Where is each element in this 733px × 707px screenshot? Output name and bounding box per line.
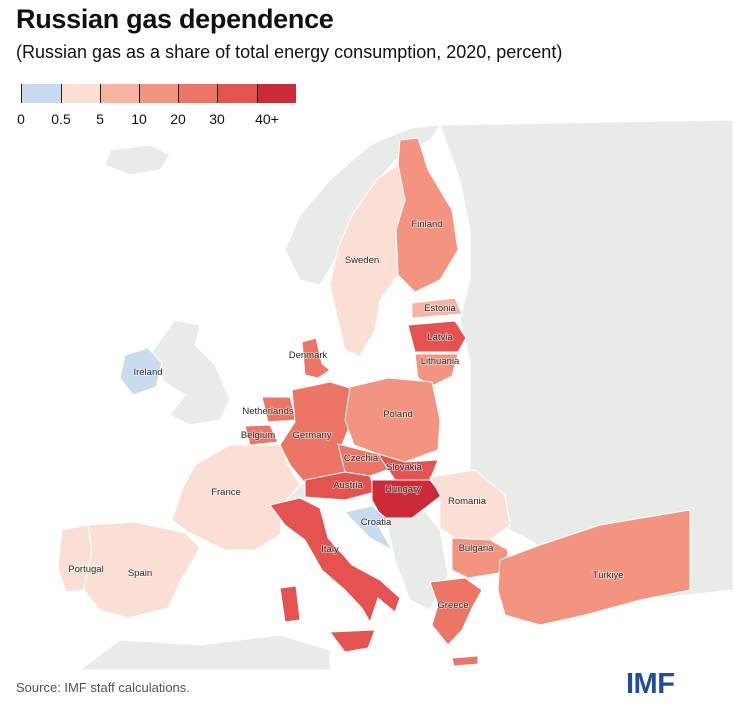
country-label-italy: Italy bbox=[321, 544, 339, 555]
legend-tick bbox=[178, 84, 179, 103]
country-lithuania bbox=[414, 353, 459, 387]
legend-swatch-1 bbox=[61, 84, 100, 103]
countries-layer bbox=[57, 137, 691, 667]
color-legend: 0 0.5 5 10 20 30 40+ bbox=[17, 84, 296, 127]
legend-tick bbox=[100, 84, 101, 103]
country-label-france: France bbox=[211, 487, 241, 498]
country-latvia bbox=[407, 320, 467, 353]
country-poland bbox=[344, 377, 441, 463]
legend-swatch-2 bbox=[100, 84, 139, 103]
iceland-shape bbox=[104, 144, 171, 176]
country-t-rkiye bbox=[497, 509, 691, 626]
legend-tick bbox=[217, 84, 218, 103]
legend-label: 5 bbox=[96, 111, 104, 127]
legend-tick bbox=[21, 84, 22, 103]
country-denmark bbox=[301, 337, 331, 379]
country-label-bulgaria: Bulgaria bbox=[459, 543, 495, 554]
country-label-poland: Poland bbox=[383, 409, 413, 420]
north-africa-shape bbox=[79, 634, 331, 670]
legend-label: 20 bbox=[170, 111, 186, 127]
country-sweden bbox=[329, 164, 406, 357]
labels-layer: Finland Sweden Estonia Latvia Lithuania Denma… bbox=[68, 218, 625, 612]
country-sicily bbox=[329, 629, 376, 653]
country-italy bbox=[269, 497, 401, 624]
country-sardinia bbox=[279, 585, 301, 623]
country-crete bbox=[451, 655, 479, 667]
country-label-croatia: Croatia bbox=[361, 517, 392, 528]
legend-label: 0.5 bbox=[51, 111, 71, 127]
source-note: Source: IMF staff calculations. bbox=[16, 680, 190, 695]
country-label-spain: Spain bbox=[128, 568, 152, 579]
chart-title: Russian gas dependence bbox=[16, 4, 334, 34]
non-eu-landmass bbox=[79, 120, 733, 670]
map-canvas: Finland Sweden Estonia Latvia Lithuania Denma… bbox=[57, 120, 733, 670]
country-label-netherlands: Netherlands bbox=[242, 406, 293, 417]
country-label-czechia: Czechia bbox=[344, 453, 379, 464]
country-label-hungary: Hungary bbox=[385, 484, 421, 495]
country-label-denmark: Denmark bbox=[289, 350, 328, 361]
imf-logo: IMF bbox=[626, 668, 675, 700]
country-ireland bbox=[119, 347, 163, 396]
country-label-romania: Romania bbox=[448, 496, 487, 507]
legend-swatch-5 bbox=[217, 84, 257, 103]
country-france bbox=[171, 444, 301, 551]
country-label-ireland: Ireland bbox=[133, 367, 162, 378]
country-greece bbox=[429, 577, 483, 646]
country-label-austria: Austria bbox=[333, 480, 363, 491]
country-label-greece: Greece bbox=[437, 600, 468, 611]
country-label-finland: Finland bbox=[411, 219, 442, 230]
legend-tick bbox=[61, 84, 62, 103]
country-label-t-rkiye: Türkiye bbox=[592, 570, 623, 581]
legend-bar bbox=[21, 84, 296, 103]
country-finland bbox=[395, 137, 459, 293]
country-label-slovakia: Slovakia bbox=[386, 462, 423, 473]
country-belgium bbox=[244, 424, 279, 446]
country-label-estonia: Estonia bbox=[424, 303, 456, 314]
country-estonia bbox=[411, 297, 463, 319]
country-label-sweden: Sweden bbox=[345, 255, 379, 266]
legend-tick bbox=[139, 84, 140, 103]
country-croatia bbox=[344, 505, 394, 552]
legend-label: 40+ bbox=[255, 111, 279, 127]
legend-swatch-0 bbox=[21, 84, 61, 103]
legend-label: 30 bbox=[209, 111, 225, 127]
uk-shape bbox=[149, 319, 231, 426]
europe-map: Finland Sweden Estonia Latvia Lithuania Denma… bbox=[0, 120, 733, 670]
legend-tick bbox=[257, 84, 258, 103]
legend-label: 10 bbox=[131, 111, 147, 127]
legend-label: 0 bbox=[17, 111, 25, 127]
country-spain bbox=[83, 521, 201, 619]
legend-swatch-3 bbox=[139, 84, 178, 103]
country-label-latvia: Latvia bbox=[427, 332, 453, 343]
country-label-germany: Germany bbox=[292, 430, 331, 441]
country-label-lithuania: Lithuania bbox=[421, 356, 460, 367]
legend-swatch-4 bbox=[178, 84, 217, 103]
country-label-portugal: Portugal bbox=[68, 564, 103, 575]
chart-subtitle: (Russian gas as a share of total energy … bbox=[16, 42, 563, 62]
country-czechia bbox=[337, 443, 393, 477]
country-slovakia bbox=[376, 453, 439, 481]
country-hungary bbox=[371, 479, 443, 519]
legend-swatch-6 bbox=[257, 84, 296, 103]
country-label-belgium: Belgium bbox=[241, 430, 275, 441]
